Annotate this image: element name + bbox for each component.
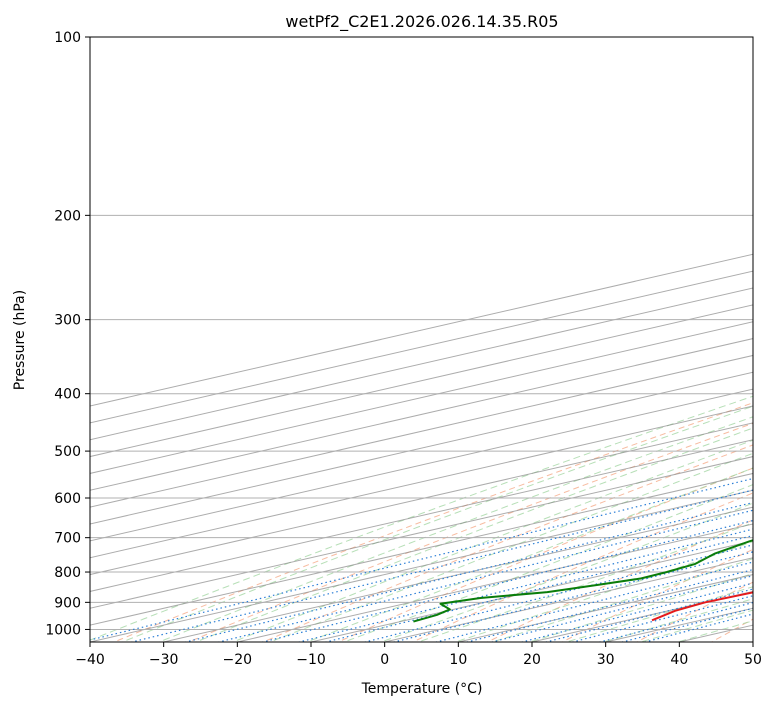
y-tick-label: 500 — [54, 444, 81, 460]
x-tick-label: 40 — [670, 652, 688, 668]
dewpoint-line — [413, 539, 753, 623]
mixing-ratio-line — [183, 501, 753, 642]
isotherm-line — [90, 321, 753, 474]
isotherm-line — [90, 304, 753, 458]
isotherm-line — [90, 287, 753, 441]
x-tick-label: 50 — [744, 652, 762, 668]
mixing-ratio-line — [570, 595, 753, 642]
x-tick-label: −20 — [223, 652, 253, 668]
mixing-ratio-line — [129, 489, 753, 642]
isotherm-line — [90, 338, 753, 491]
y-tick-label: 300 — [54, 313, 81, 329]
x-tick-label: 20 — [523, 652, 541, 668]
isotherm-line — [90, 456, 753, 609]
isotherm-line — [237, 523, 753, 642]
x-tick-label: −40 — [75, 652, 105, 668]
isotherm-line — [90, 472, 753, 626]
x-tick-label: −10 — [296, 652, 326, 668]
mixing-ratio-line — [597, 601, 753, 642]
isotherm-line — [90, 270, 753, 424]
mixing-ratio-line — [216, 509, 753, 642]
background-lines — [90, 37, 753, 642]
y-tick-label: 800 — [54, 565, 81, 581]
y-tick-label: 600 — [54, 491, 81, 507]
x-tick-label: 30 — [597, 652, 615, 668]
isotherm-line — [163, 506, 753, 642]
mixing-ratio-line — [543, 588, 753, 642]
plot-frame — [89, 36, 754, 643]
isotherm-line — [90, 439, 753, 592]
x-tick-label: 10 — [449, 652, 467, 668]
y-tick-label: 400 — [54, 387, 81, 403]
y-tick-label: 100 — [54, 30, 81, 46]
isotherm-line — [90, 422, 753, 576]
x-tick-label: −30 — [149, 652, 179, 668]
axes: −40 −30 −20 −10 0 10 20 30 40 50 100 200 300 400 500 60… — [45, 30, 762, 668]
y-tick-label: 200 — [54, 208, 81, 224]
isotherm-line — [90, 405, 753, 559]
data-series — [413, 539, 753, 623]
x-axis-label: Temperature (°C) — [361, 681, 483, 697]
isotherm-line — [90, 489, 753, 642]
mixing-ratio-line — [362, 544, 753, 642]
mixing-ratio-line — [519, 582, 753, 642]
mixing-ratio-line — [90, 477, 753, 641]
chart-title: wetPf2_C2E1.2026.026.14.35.R05 — [285, 12, 558, 32]
x-tick-label: 0 — [380, 652, 389, 668]
mixing-ratio-line — [619, 607, 753, 642]
y-tick-label: 1000 — [45, 622, 81, 638]
y-tick-label: 900 — [54, 595, 81, 611]
isotherm-line — [90, 253, 753, 407]
y-axis-label: Pressure (hPa) — [12, 290, 28, 390]
y-tick-label: 700 — [54, 531, 81, 547]
